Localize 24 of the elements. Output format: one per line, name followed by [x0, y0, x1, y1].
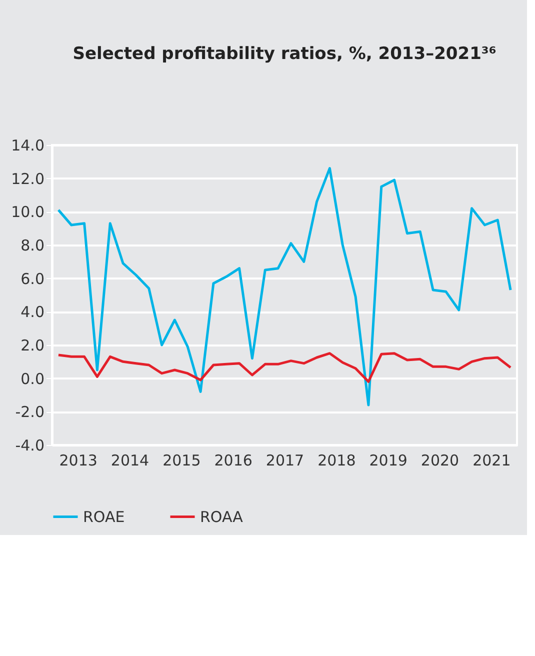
x-tick-label: 2019	[369, 452, 408, 470]
legend-label: ROAE	[83, 508, 125, 526]
y-tick-label: 10.0	[11, 203, 44, 222]
y-tick-label: 6.0	[20, 270, 44, 288]
legend-label: ROAA	[200, 508, 244, 526]
y-tick-label: 4.0	[20, 303, 44, 322]
x-tick-label: 2021	[472, 452, 511, 470]
y-tick-label: -4.0	[15, 436, 44, 454]
y-tick-label: 8.0	[20, 236, 44, 254]
x-tick-label: 2013	[59, 452, 98, 470]
y-tick-label: -2.0	[15, 403, 44, 422]
line-series	[57, 167, 512, 406]
line-series	[57, 352, 512, 383]
x-tick-label: 2015	[162, 452, 201, 470]
y-tick-label: 14.0	[11, 136, 44, 154]
y-tick-label: 0.0	[20, 370, 44, 388]
x-tick-label: 2020	[420, 452, 460, 470]
x-tick-label: 2017	[266, 452, 304, 470]
x-tick-label: 2016	[214, 452, 252, 470]
y-tick-label: 2.0	[20, 336, 44, 354]
y-tick-label: 12.0	[11, 170, 44, 188]
x-tick-label: 2014	[110, 452, 150, 470]
chart-title: Selected profitability ratios, %, 2013–2021³⁶	[72, 44, 496, 64]
x-tick-label: 2018	[318, 452, 356, 470]
